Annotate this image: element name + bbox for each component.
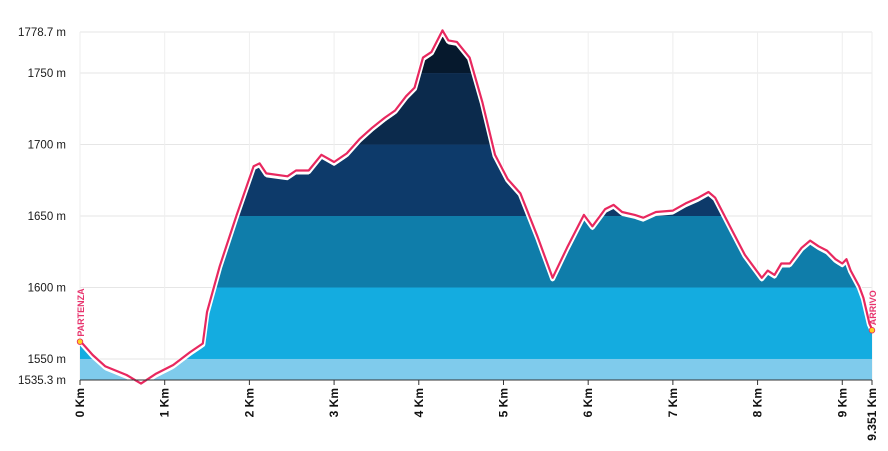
x-tick-label: 4 Km (412, 388, 426, 417)
y-tick-label: 1550 m (28, 354, 66, 366)
y-tick-labels: 1778.7 m 1750 m 1700 m 1650 m 1600 m 1550 m 15… (18, 27, 66, 387)
elevation-band (80, 358, 872, 380)
y-tick-label: 1535.3 m (18, 375, 66, 387)
y-tick-label: 1650 m (28, 211, 66, 223)
x-tick-label: 5 Km (496, 388, 510, 417)
x-tick-label: 9.351 Km (865, 388, 879, 441)
start-point-marker (76, 338, 84, 345)
elevation-band (80, 216, 872, 288)
x-tick-label: 1 Km (158, 388, 172, 417)
y-tick-label: 1778.7 m (18, 27, 66, 39)
axis-layer (79, 379, 873, 385)
x-tick-label: 9 Km (835, 388, 849, 417)
start-end-markers: PARTENZA ARRIVO (76, 288, 878, 345)
x-tick-label: 8 Km (751, 388, 765, 417)
x-tick-labels: 0 Km 1 Km 2 Km 3 Km 4 Km 5 Km 6 Km 7 Km 8 Km 9 Km… (73, 388, 879, 441)
x-tick-label: 2 Km (242, 388, 256, 417)
start-label: PARTENZA (76, 288, 86, 337)
x-tick-label: 3 Km (327, 388, 341, 417)
y-tick-label: 1750 m (28, 68, 66, 80)
end-point-marker (868, 327, 876, 334)
x-tick-label: 0 Km (73, 388, 87, 417)
elevation-band (80, 144, 872, 217)
y-tick-label: 1600 m (28, 282, 66, 294)
y-tick-label: 1700 m (28, 140, 66, 152)
x-tick-label: 6 Km (581, 388, 595, 417)
profile-line-layer (78, 28, 875, 388)
end-label: ARRIVO (868, 290, 878, 325)
elevation-line (79, 29, 874, 385)
elevation-band (80, 34, 872, 74)
x-tick-label: 7 Km (666, 388, 680, 417)
